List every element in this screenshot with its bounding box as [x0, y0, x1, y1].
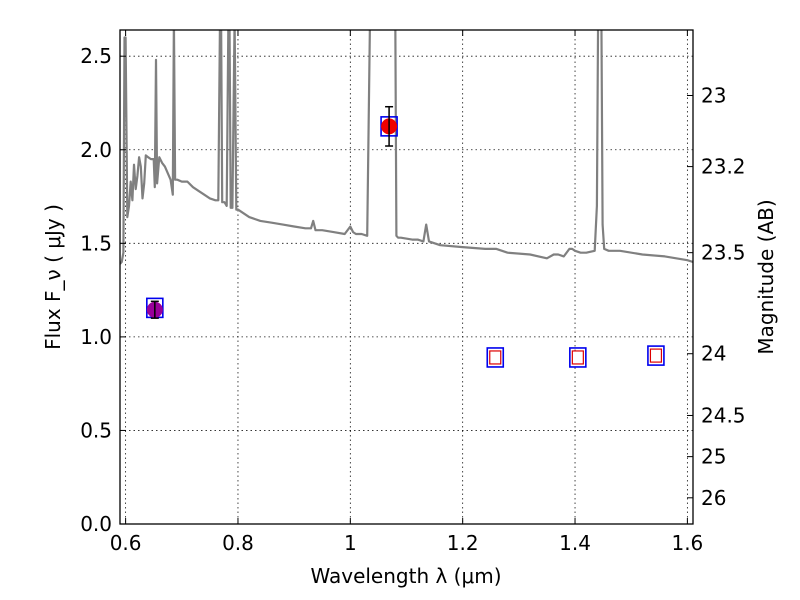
x-tick-label: 1.2	[447, 531, 479, 555]
y2-axis-ticks: 23 23.2 23.5 24 24.5 25 26	[687, 83, 746, 510]
plot-area	[120, 30, 693, 368]
y2-tick-label: 26	[701, 486, 726, 510]
model-photometry-square	[647, 345, 665, 366]
y2-tick-label: 25	[701, 445, 726, 469]
y-tick-label: 0.5	[80, 418, 112, 442]
y-axis-label: Flux F_ν ( μJy )	[41, 204, 65, 350]
spectrum-line	[120, 30, 693, 265]
model-photometry-square	[569, 347, 587, 368]
y2-tick-label: 24	[701, 342, 726, 366]
model-photometry-square	[486, 347, 505, 368]
x-tick-label: 0.8	[222, 531, 254, 555]
x-tick-label: 1.4	[559, 531, 591, 555]
upper-limit-marker	[649, 348, 663, 363]
y2-tick-label: 24.5	[701, 403, 746, 427]
x-tick-label: 1	[344, 531, 357, 555]
grid-lines	[120, 30, 693, 525]
upper-limit-marker	[489, 350, 502, 365]
x-axis-ticks: 0.6 0.8 1 1.2 1.4 1.6	[110, 30, 703, 555]
x-axis-label: Wavelength λ (μm)	[310, 564, 501, 588]
y2-axis-label: Magnitude (AB)	[754, 199, 778, 354]
y-tick-label: 2.0	[80, 138, 112, 162]
x-tick-label: 0.6	[110, 531, 142, 555]
y-tick-label: 1.5	[80, 231, 112, 255]
y-tick-label: 0.0	[80, 512, 112, 536]
y2-tick-label: 23.5	[701, 241, 746, 265]
photometry-points	[146, 105, 665, 368]
y2-tick-label: 23.2	[701, 155, 746, 179]
y2-tick-label: 23	[701, 83, 726, 107]
x-tick-label: 1.6	[671, 531, 703, 555]
plot-frame	[119, 29, 694, 525]
y-tick-label: 2.5	[80, 44, 112, 68]
y-tick-label: 1.0	[80, 325, 112, 349]
y-axis-ticks: 0.0 0.5 1.0 1.5 2.0 2.5	[80, 44, 126, 536]
model-spectrum	[120, 30, 693, 265]
upper-limit-marker	[571, 350, 584, 365]
